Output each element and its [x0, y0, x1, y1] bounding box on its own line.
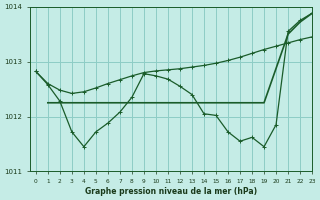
X-axis label: Graphe pression niveau de la mer (hPa): Graphe pression niveau de la mer (hPa)	[85, 187, 257, 196]
